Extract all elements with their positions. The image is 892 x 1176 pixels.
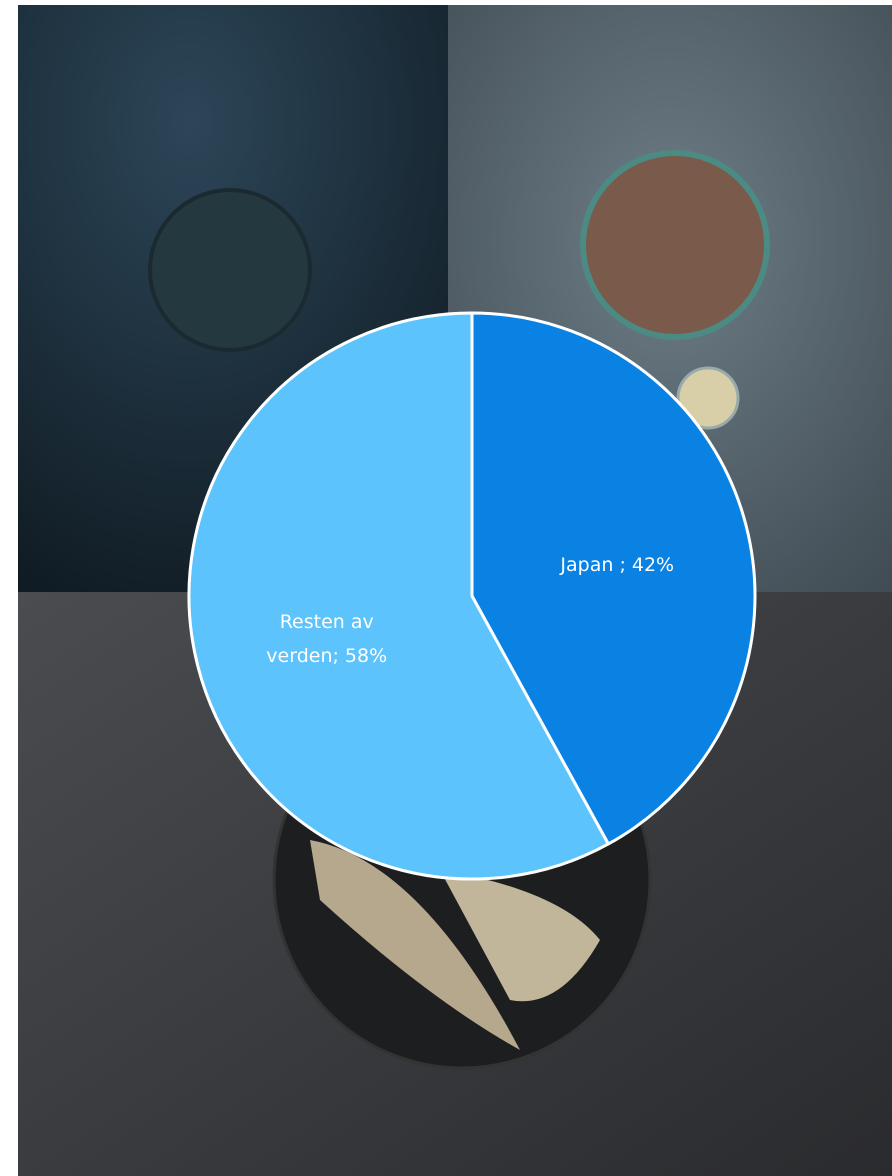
data-label: Japan ; 42% — [560, 553, 675, 576]
dip — [676, 366, 740, 430]
pie-slice — [187, 311, 610, 881]
fillet — [440, 870, 600, 1002]
plate — [148, 188, 312, 352]
bowl — [580, 150, 770, 340]
pie — [187, 311, 757, 881]
data-label: Resten av verden; 58% — [266, 611, 388, 668]
pie-slice — [470, 311, 757, 846]
fillet — [310, 840, 520, 1050]
